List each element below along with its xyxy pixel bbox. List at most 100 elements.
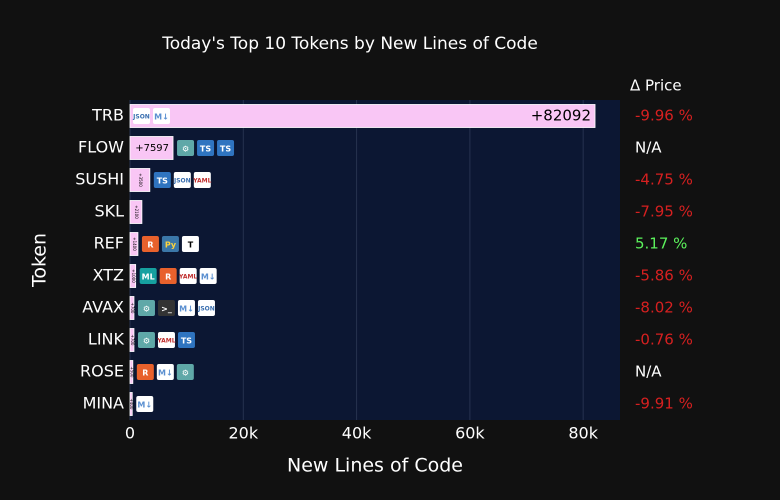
file-icon-label: JSON (197, 306, 215, 313)
file-icon-label: TS (200, 145, 211, 154)
file-icon-label: ⚙ (182, 145, 189, 154)
price-change: -8.02 % (635, 299, 693, 317)
file-icon-label: ⚙ (143, 337, 150, 346)
file-icon (156, 364, 174, 380)
file-icon (153, 108, 170, 124)
y-tick-label: MINA (83, 394, 124, 413)
bar (129, 392, 133, 416)
file-icon-label: T (188, 241, 194, 250)
x-tick-label: 80k (568, 424, 598, 443)
file-icon (141, 236, 159, 252)
file-icon-label: M↓ (179, 305, 194, 314)
x-tick-label: 60k (455, 424, 485, 443)
file-icon-label: R (147, 241, 153, 250)
price-change: -7.95 % (635, 203, 693, 221)
value-label: +1000 (131, 269, 136, 283)
x-axis-label: New Lines of Code (287, 455, 463, 477)
value-label: +500 (129, 367, 134, 378)
file-icon (177, 332, 195, 348)
file-icon-label: ML (142, 273, 155, 282)
price-header: Δ Price (630, 77, 682, 95)
file-icon (157, 300, 175, 316)
file-icon (136, 364, 154, 380)
file-icon (133, 108, 150, 124)
price-change: -5.86 % (635, 267, 693, 285)
file-icon-label: Py (165, 241, 177, 250)
bar (129, 168, 151, 192)
price-change: 5.17 % (635, 235, 687, 253)
bar (129, 104, 596, 128)
x-tick-label: 20k (228, 424, 258, 443)
price-change: N/A (635, 139, 662, 157)
price-change: -0.76 % (635, 331, 693, 349)
file-icon (161, 236, 179, 252)
file-icon (137, 332, 155, 348)
value-label: +700 (130, 335, 135, 346)
file-icon (153, 172, 171, 188)
file-icon-label: ⚙ (182, 369, 189, 378)
file-icon-label: YAML (192, 178, 211, 185)
file-icon (193, 172, 211, 188)
bar (129, 296, 135, 320)
value-label: +1400 (132, 237, 137, 251)
file-icon (181, 236, 199, 252)
chart-title: Today's Top 10 Tokens by New Lines of Co… (161, 34, 538, 54)
file-icon (176, 364, 194, 380)
y-axis-label: Token (29, 233, 51, 288)
file-icon-label: YAML (156, 338, 175, 345)
y-tick-label: REF (94, 234, 124, 253)
y-tick-label: AVAX (82, 298, 124, 317)
x-tick-label: 0 (125, 424, 135, 443)
file-icon-label: JSON (132, 114, 150, 121)
y-tick-label: ROSE (80, 362, 124, 381)
file-icon (217, 140, 235, 156)
file-icon-label: TS (157, 177, 168, 186)
price-change: -9.96 % (635, 107, 693, 125)
bar (129, 232, 139, 256)
file-icon-label: JSON (173, 178, 191, 185)
file-icon-label: M↓ (137, 401, 152, 410)
file-icon (137, 300, 155, 316)
file-icon-label: M↓ (158, 369, 173, 378)
value-label: +700 (130, 303, 135, 314)
file-icon-label: ⚙ (143, 305, 150, 314)
price-change: -9.91 % (635, 395, 693, 413)
file-icon-label: >_ (161, 305, 172, 314)
file-icon (139, 268, 157, 284)
file-icon-label: R (142, 369, 148, 378)
y-tick-label: XTZ (93, 266, 124, 285)
file-icon (159, 268, 177, 284)
value-label: +2100 (134, 205, 139, 219)
file-icon (177, 300, 195, 316)
file-icon (136, 396, 154, 412)
file-icon (199, 268, 217, 284)
file-icon (197, 140, 215, 156)
file-icon (179, 268, 197, 284)
bar (129, 328, 135, 352)
x-tick-label: 40k (342, 424, 372, 443)
value-label: +7597 (135, 143, 169, 154)
value-label: +82092 (531, 107, 591, 125)
y-tick-label: SKL (94, 202, 124, 221)
value-label: +400 (129, 399, 134, 410)
price-change: -4.75 % (635, 171, 693, 189)
y-tick-label: TRB (91, 106, 124, 125)
bar (129, 136, 174, 160)
file-icon-label: YAML (178, 274, 197, 281)
bar (129, 360, 134, 384)
y-tick-label: SUSHI (75, 170, 124, 189)
price-change: N/A (635, 363, 662, 381)
file-icon-label: TS (220, 145, 231, 154)
file-icon-label: R (165, 273, 171, 282)
file-icon-label: M↓ (201, 273, 216, 282)
file-icon (173, 172, 191, 188)
y-tick-label: FLOW (78, 138, 124, 157)
value-label: +3500 (138, 173, 143, 187)
file-icon-label: TS (181, 337, 192, 346)
y-tick-label: LINK (88, 330, 125, 349)
file-icon (177, 140, 195, 156)
file-icon-label: M↓ (154, 113, 169, 122)
bar (129, 200, 143, 224)
file-icon (197, 300, 215, 316)
